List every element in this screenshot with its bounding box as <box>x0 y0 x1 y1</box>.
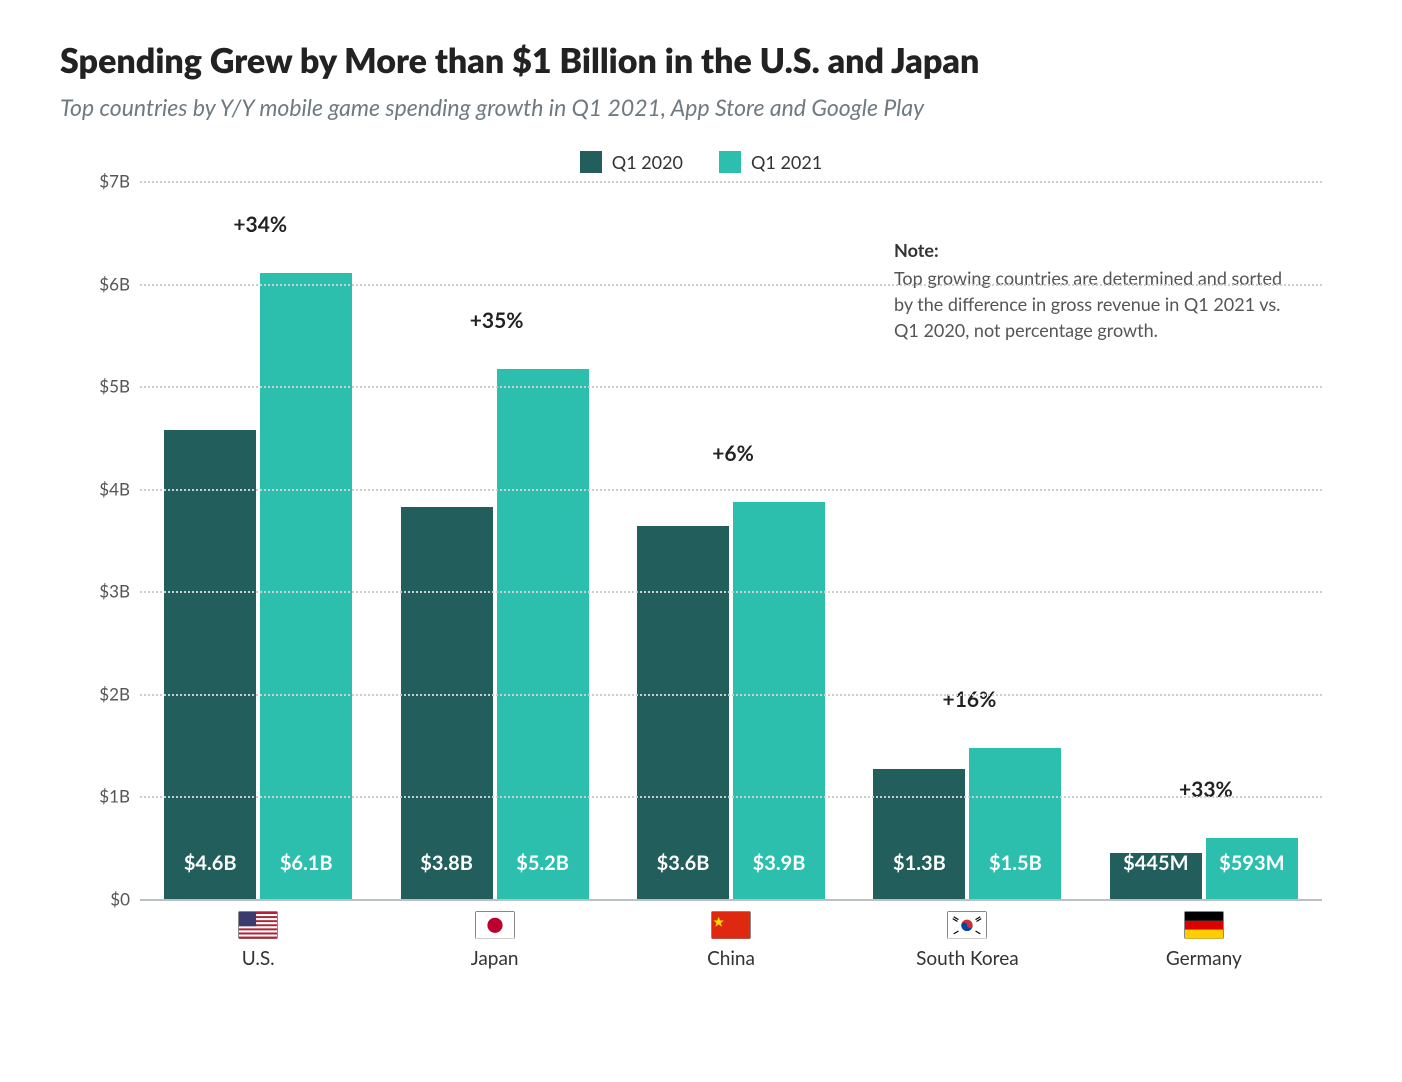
bar-value-label: $6.1B <box>260 851 352 875</box>
legend-label: Q1 2021 <box>751 151 822 173</box>
growth-label: +6% <box>641 441 825 466</box>
legend: Q1 2020 Q1 2021 <box>60 151 1342 177</box>
x-label: U.S. <box>140 947 376 970</box>
note-body: Top growing countries are determined and… <box>894 267 1282 341</box>
bar: $6.1B+34% <box>260 273 352 899</box>
growth-label: +33% <box>1114 777 1298 802</box>
bar: $4.6B <box>164 430 256 899</box>
y-tick-label: $0 <box>70 889 130 910</box>
gridline <box>140 694 1322 696</box>
bar: $445M <box>1110 853 1202 899</box>
gridline <box>140 489 1322 491</box>
bar-value-label: $1.3B <box>873 851 965 875</box>
x-category: South Korea <box>849 901 1085 991</box>
bar: $1.5B+16% <box>969 748 1061 899</box>
chart-container: Q1 2020Q1 2021 $4.6B$6.1B+34%$3.8B$5.2B+… <box>60 151 1342 991</box>
x-label: South Korea <box>849 947 1085 970</box>
kr-flag-icon <box>947 911 987 939</box>
y-tick-label: $2B <box>70 683 130 704</box>
legend-swatch <box>580 151 602 173</box>
bar-value-label: $3.9B <box>733 851 825 875</box>
chart-title: Spending Grew by More than $1 Billion in… <box>60 40 1342 81</box>
bar-value-label: $593M <box>1206 851 1298 875</box>
gridline <box>140 284 1322 286</box>
y-tick-label: $4B <box>70 478 130 499</box>
legend-item: Q1 2020 <box>580 151 683 173</box>
legend-label: Q1 2020 <box>612 151 683 173</box>
us-flag-icon <box>238 911 278 939</box>
bar-value-label: $445M <box>1110 851 1202 875</box>
bar: $1.3B <box>873 769 965 899</box>
y-tick-label: $3B <box>70 581 130 602</box>
cn-flag-icon <box>711 911 751 939</box>
bar-group: $4.6B$6.1B+34% <box>140 181 376 899</box>
legend-item: Q1 2021 <box>719 151 822 173</box>
bar: $593M+33% <box>1206 838 1298 899</box>
gridline <box>140 796 1322 798</box>
bar: $3.8B <box>401 507 493 899</box>
x-label: Germany <box>1086 947 1322 970</box>
chart-subtitle: Top countries by Y/Y mobile game spendin… <box>60 93 1342 121</box>
bar-value-label: $3.6B <box>637 851 729 875</box>
x-label: China <box>613 947 849 970</box>
bar-value-label: $4.6B <box>164 851 256 875</box>
x-category: Japan <box>376 901 612 991</box>
bar-value-label: $1.5B <box>969 851 1061 875</box>
x-category: Germany <box>1086 901 1322 991</box>
note-title: Note: <box>894 237 1294 263</box>
bar-value-label: $3.8B <box>401 851 493 875</box>
gridline <box>140 591 1322 593</box>
y-tick-label: $1B <box>70 786 130 807</box>
bar: $3.6B <box>637 526 729 899</box>
gridline <box>140 181 1322 183</box>
bar: $5.2B+35% <box>497 369 589 899</box>
x-category: China <box>613 901 849 991</box>
growth-label: +35% <box>405 308 589 333</box>
chart-note: Note: Top growing countries are determin… <box>894 237 1294 343</box>
plot-area: $4.6B$6.1B+34%$3.8B$5.2B+35%$3.6B$3.9B+6… <box>140 181 1322 901</box>
x-axis: U.S.JapanChinaSouth KoreaGermany <box>140 901 1322 991</box>
bar: $3.9B+6% <box>733 502 825 899</box>
legend-swatch <box>719 151 741 173</box>
bar-group: $3.6B$3.9B+6% <box>613 181 849 899</box>
growth-label: +34% <box>168 212 352 237</box>
jp-flag-icon <box>475 911 515 939</box>
x-category: U.S. <box>140 901 376 991</box>
y-tick-label: $7B <box>70 171 130 192</box>
gridline <box>140 386 1322 388</box>
de-flag-icon <box>1184 911 1224 939</box>
y-tick-label: $5B <box>70 376 130 397</box>
x-label: Japan <box>376 947 612 970</box>
bar-group: $3.8B$5.2B+35% <box>376 181 612 899</box>
growth-label: +16% <box>877 687 1061 712</box>
y-tick-label: $6B <box>70 273 130 294</box>
bar-value-label: $5.2B <box>497 851 589 875</box>
